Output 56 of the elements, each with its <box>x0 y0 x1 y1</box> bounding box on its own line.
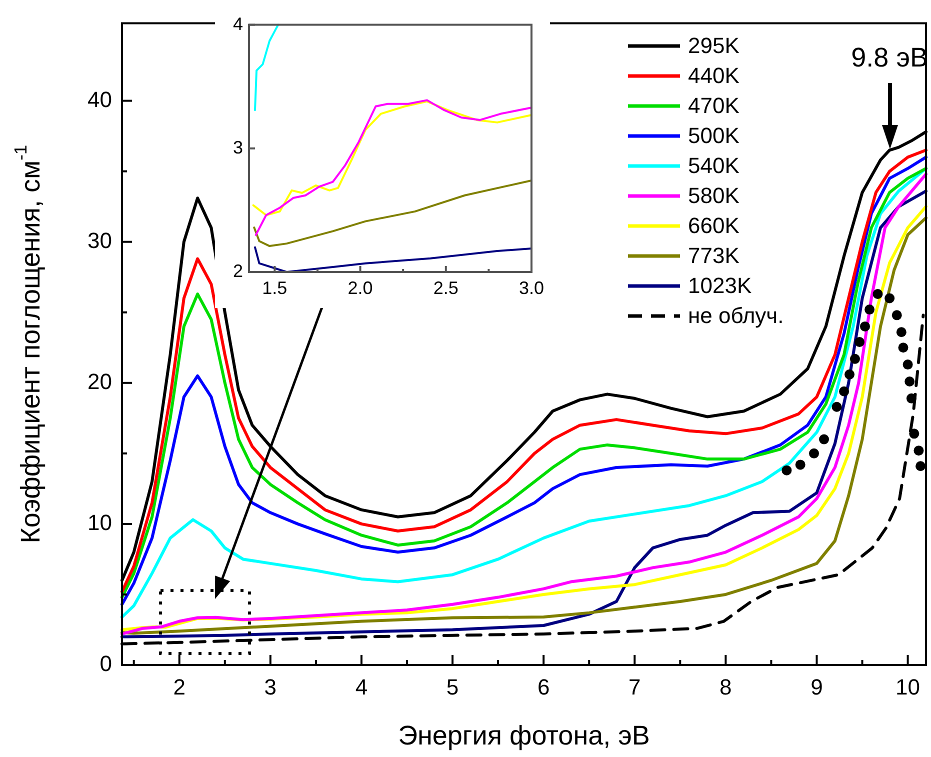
x-tick-label: 2.5 <box>433 278 458 298</box>
legend-label: 660K <box>688 212 740 240</box>
point <box>795 460 806 470</box>
legend-label: не облуч. <box>688 302 784 330</box>
y-tick-label: 4 <box>232 14 243 34</box>
y-tick-label: 3 <box>232 137 243 158</box>
x-tick-label: 7 <box>628 674 641 700</box>
legend-label: 540K <box>688 152 740 180</box>
y-tick-label: 20 <box>88 368 112 394</box>
x-tick-label: 10 <box>896 674 920 700</box>
legend-label: 1023K <box>688 272 752 300</box>
x-tick-label: 2.0 <box>348 278 373 298</box>
legend-label: 580K <box>688 182 740 210</box>
y-tick-label: 30 <box>88 228 112 253</box>
point <box>809 448 820 458</box>
y-tick-label: 40 <box>88 86 112 112</box>
point <box>819 434 830 444</box>
x-tick-label: 8 <box>720 674 732 700</box>
x-tick-label: 1.5 <box>262 278 288 298</box>
point <box>909 428 920 439</box>
legend-label: 470K <box>688 92 740 120</box>
y-tick-label: 2 <box>232 260 243 281</box>
point <box>839 386 850 396</box>
x-tick-label: 2 <box>173 674 186 700</box>
point <box>902 360 913 370</box>
legend-label: 295K <box>688 32 740 60</box>
point <box>906 393 916 404</box>
point <box>782 465 792 476</box>
x-tick-label: 3.0 <box>518 278 544 298</box>
point <box>892 310 902 320</box>
point <box>860 321 870 332</box>
legend-label: 440K <box>688 62 740 90</box>
point <box>898 342 908 353</box>
point <box>914 446 924 456</box>
y-axis-title: Коэффициент поглощения, см-1 <box>10 144 46 544</box>
legend-label: 773K <box>688 242 740 270</box>
point <box>850 354 860 364</box>
y-tick-label: 10 <box>88 510 112 536</box>
point <box>844 369 855 380</box>
point <box>872 289 883 300</box>
point <box>916 461 926 472</box>
y-tick-label: 0 <box>100 651 112 676</box>
point <box>854 336 865 347</box>
annotation: 9.8 эВ <box>851 42 928 72</box>
x-axis-title: Энергия фотона, эВ <box>398 720 650 750</box>
x-tick-label: 4 <box>355 674 368 700</box>
point <box>904 376 915 386</box>
x-tick-label: 3 <box>264 674 277 700</box>
point <box>832 402 842 412</box>
point <box>864 304 875 315</box>
x-tick-label: 5 <box>446 674 459 700</box>
point <box>884 293 895 304</box>
x-tick-label: 9 <box>810 674 823 700</box>
x-tick-label: 6 <box>537 674 550 700</box>
point <box>896 327 906 338</box>
legend-label: 500K <box>688 122 740 150</box>
